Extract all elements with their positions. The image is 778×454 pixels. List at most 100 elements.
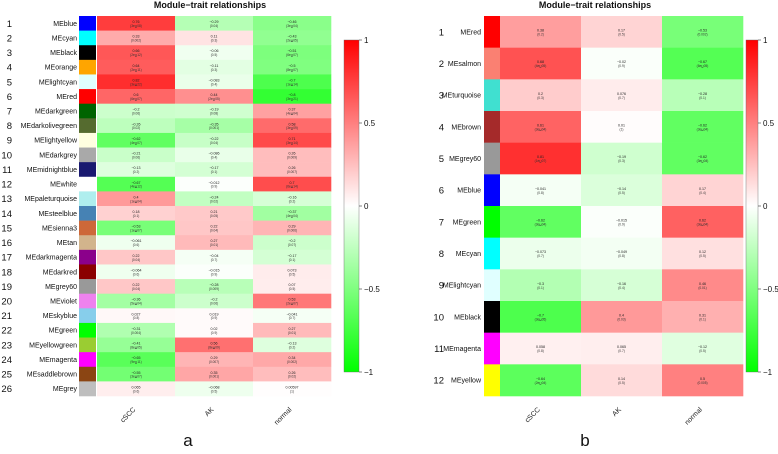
cell-correlation-label: 0.22: [133, 283, 140, 287]
module-label: MEgrey60: [45, 284, 77, 291]
row-number: 15: [1, 223, 12, 234]
module-color-swatch: [484, 237, 500, 270]
cell-pvalue-label: (0.9): [211, 331, 218, 335]
cell-pvalue-label: (2e∐11): [130, 68, 141, 72]
heatmap-cell: [175, 235, 254, 251]
cell-pvalue-label: (0.5): [618, 191, 625, 195]
cell-pvalue-label: (0.06): [132, 112, 140, 116]
heatmap-cell: [662, 174, 744, 207]
cell-pvalue-label: (0.6): [133, 272, 140, 276]
module-color-swatch: [79, 74, 96, 90]
cell-pvalue-label: (1e∐04): [130, 199, 142, 203]
row-number: 4: [7, 63, 12, 74]
cell-pvalue-label: (0.001): [209, 126, 219, 130]
heatmap-cell: [500, 47, 582, 80]
cell-pvalue-label: (0.004): [131, 331, 141, 335]
panel-b-label: b: [580, 431, 589, 450]
row-number: 2: [439, 59, 444, 70]
cell-pvalue-label: (0.8): [537, 191, 544, 195]
cell-correlation-label: 0.33: [133, 35, 140, 39]
cell-correlation-label: −0.62: [698, 124, 707, 128]
legend-tick-label: 0.5: [763, 119, 775, 128]
cell-pvalue-label: (4e∐04): [286, 214, 298, 218]
cell-correlation-label: −0.36: [131, 298, 140, 302]
heatmap-cell: [662, 364, 744, 397]
cell-pvalue-label: (0.1): [133, 214, 140, 218]
cell-correlation-label: 0.35: [211, 371, 218, 375]
cell-correlation-label: 0.07: [289, 283, 296, 287]
cell-pvalue-label: (0.2): [133, 170, 140, 174]
heatmap-cell: [175, 74, 254, 90]
cell-correlation-label: −0.17: [287, 254, 296, 258]
row-number: 10: [1, 150, 12, 161]
heatmap-cell: [175, 30, 254, 46]
module-label: MEtan: [57, 240, 77, 247]
cell-correlation-label: −0.13: [287, 342, 296, 346]
cell-pvalue-label: (0.1): [699, 96, 706, 100]
cell-pvalue-label: (0.5): [618, 381, 625, 385]
cell-pvalue-label: (0.009): [287, 155, 297, 159]
column-tick-label: cSCC: [524, 406, 542, 424]
cell-correlation-label: −0.53: [698, 29, 707, 33]
cell-correlation-label: −0.41: [131, 342, 140, 346]
cell-pvalue-label: (0.8): [618, 254, 625, 258]
heatmap-cell: [500, 174, 582, 207]
heatmap-cell: [97, 132, 176, 148]
heatmap-cell: [662, 79, 744, 112]
cell-pvalue-label: (0.01): [698, 286, 706, 290]
cell-correlation-label: 0.12: [699, 250, 706, 254]
heatmap-cell: [500, 111, 582, 143]
cell-correlation-label: 0.14: [618, 377, 625, 381]
cell-pvalue-label: (0.5): [211, 53, 218, 57]
cell-pvalue-label: (0.3): [618, 159, 625, 163]
cell-correlation-label: 0.01: [618, 124, 625, 128]
module-label: MEgrey: [53, 386, 78, 393]
cell-correlation-label: −0.015: [616, 219, 627, 223]
module-label: MEsaddlebrown: [27, 372, 77, 379]
cell-correlation-label: −0.5: [288, 64, 295, 68]
cell-correlation-label: −0.43: [287, 35, 296, 39]
row-number: 12: [433, 376, 444, 387]
cell-pvalue-label: (0.4): [699, 191, 706, 195]
cell-pvalue-label: (3e∐08): [130, 24, 142, 28]
column-tick-label: AK: [611, 406, 623, 418]
cell-correlation-label: −0.04: [209, 254, 218, 258]
heatmap-cell: [581, 16, 663, 48]
row-number: 24: [1, 355, 12, 366]
panel-a-title: Module−trait relationships: [154, 0, 266, 10]
heatmap-cell: [253, 220, 332, 236]
cell-pvalue-label: (0.9): [211, 272, 218, 276]
module-color-swatch: [79, 206, 96, 221]
cell-pvalue-label: (0.002): [131, 39, 141, 43]
heatmap-cell: [175, 147, 254, 163]
cell-pvalue-label: (0.9): [211, 185, 218, 189]
module-color-swatch: [79, 308, 96, 324]
heatmap-cell: [253, 191, 332, 207]
cell-correlation-label: −0.015: [208, 268, 219, 272]
module-color-swatch: [79, 118, 96, 134]
cell-pvalue-label: (0.1): [537, 286, 544, 290]
row-number: 8: [439, 249, 444, 260]
heatmap-cell: [253, 74, 332, 90]
cell-pvalue-label: (3e∐22): [130, 82, 142, 86]
heatmap-cell: [97, 381, 176, 397]
cell-pvalue-label: (0.3): [211, 39, 218, 43]
heatmap-cell: [97, 45, 176, 61]
cell-pvalue-label: (0.02): [210, 199, 218, 203]
cell-correlation-label: −0.28: [698, 92, 707, 96]
cell-correlation-label: 0.46: [699, 282, 706, 286]
cell-correlation-label: 0.68: [537, 60, 544, 64]
legend-tick-label: 0: [763, 202, 768, 211]
module-label: MElightyellow: [34, 138, 78, 145]
module-label: MEsteelblue: [38, 211, 77, 218]
row-number: 14: [1, 209, 12, 220]
cell-correlation-label: 0.21: [211, 210, 218, 214]
row-number: 3: [7, 48, 12, 59]
module-label: MEdarkgrey: [39, 152, 77, 159]
module-label: MEgreen: [453, 219, 482, 226]
module-color-swatch: [79, 103, 96, 119]
panel-b-title: Module−trait relationships: [539, 0, 651, 10]
cell-pvalue-label: (1e∐07): [535, 159, 547, 163]
cell-pvalue-label: (3e∐04): [697, 222, 709, 226]
cell-pvalue-label: (3e∐04): [535, 127, 547, 131]
